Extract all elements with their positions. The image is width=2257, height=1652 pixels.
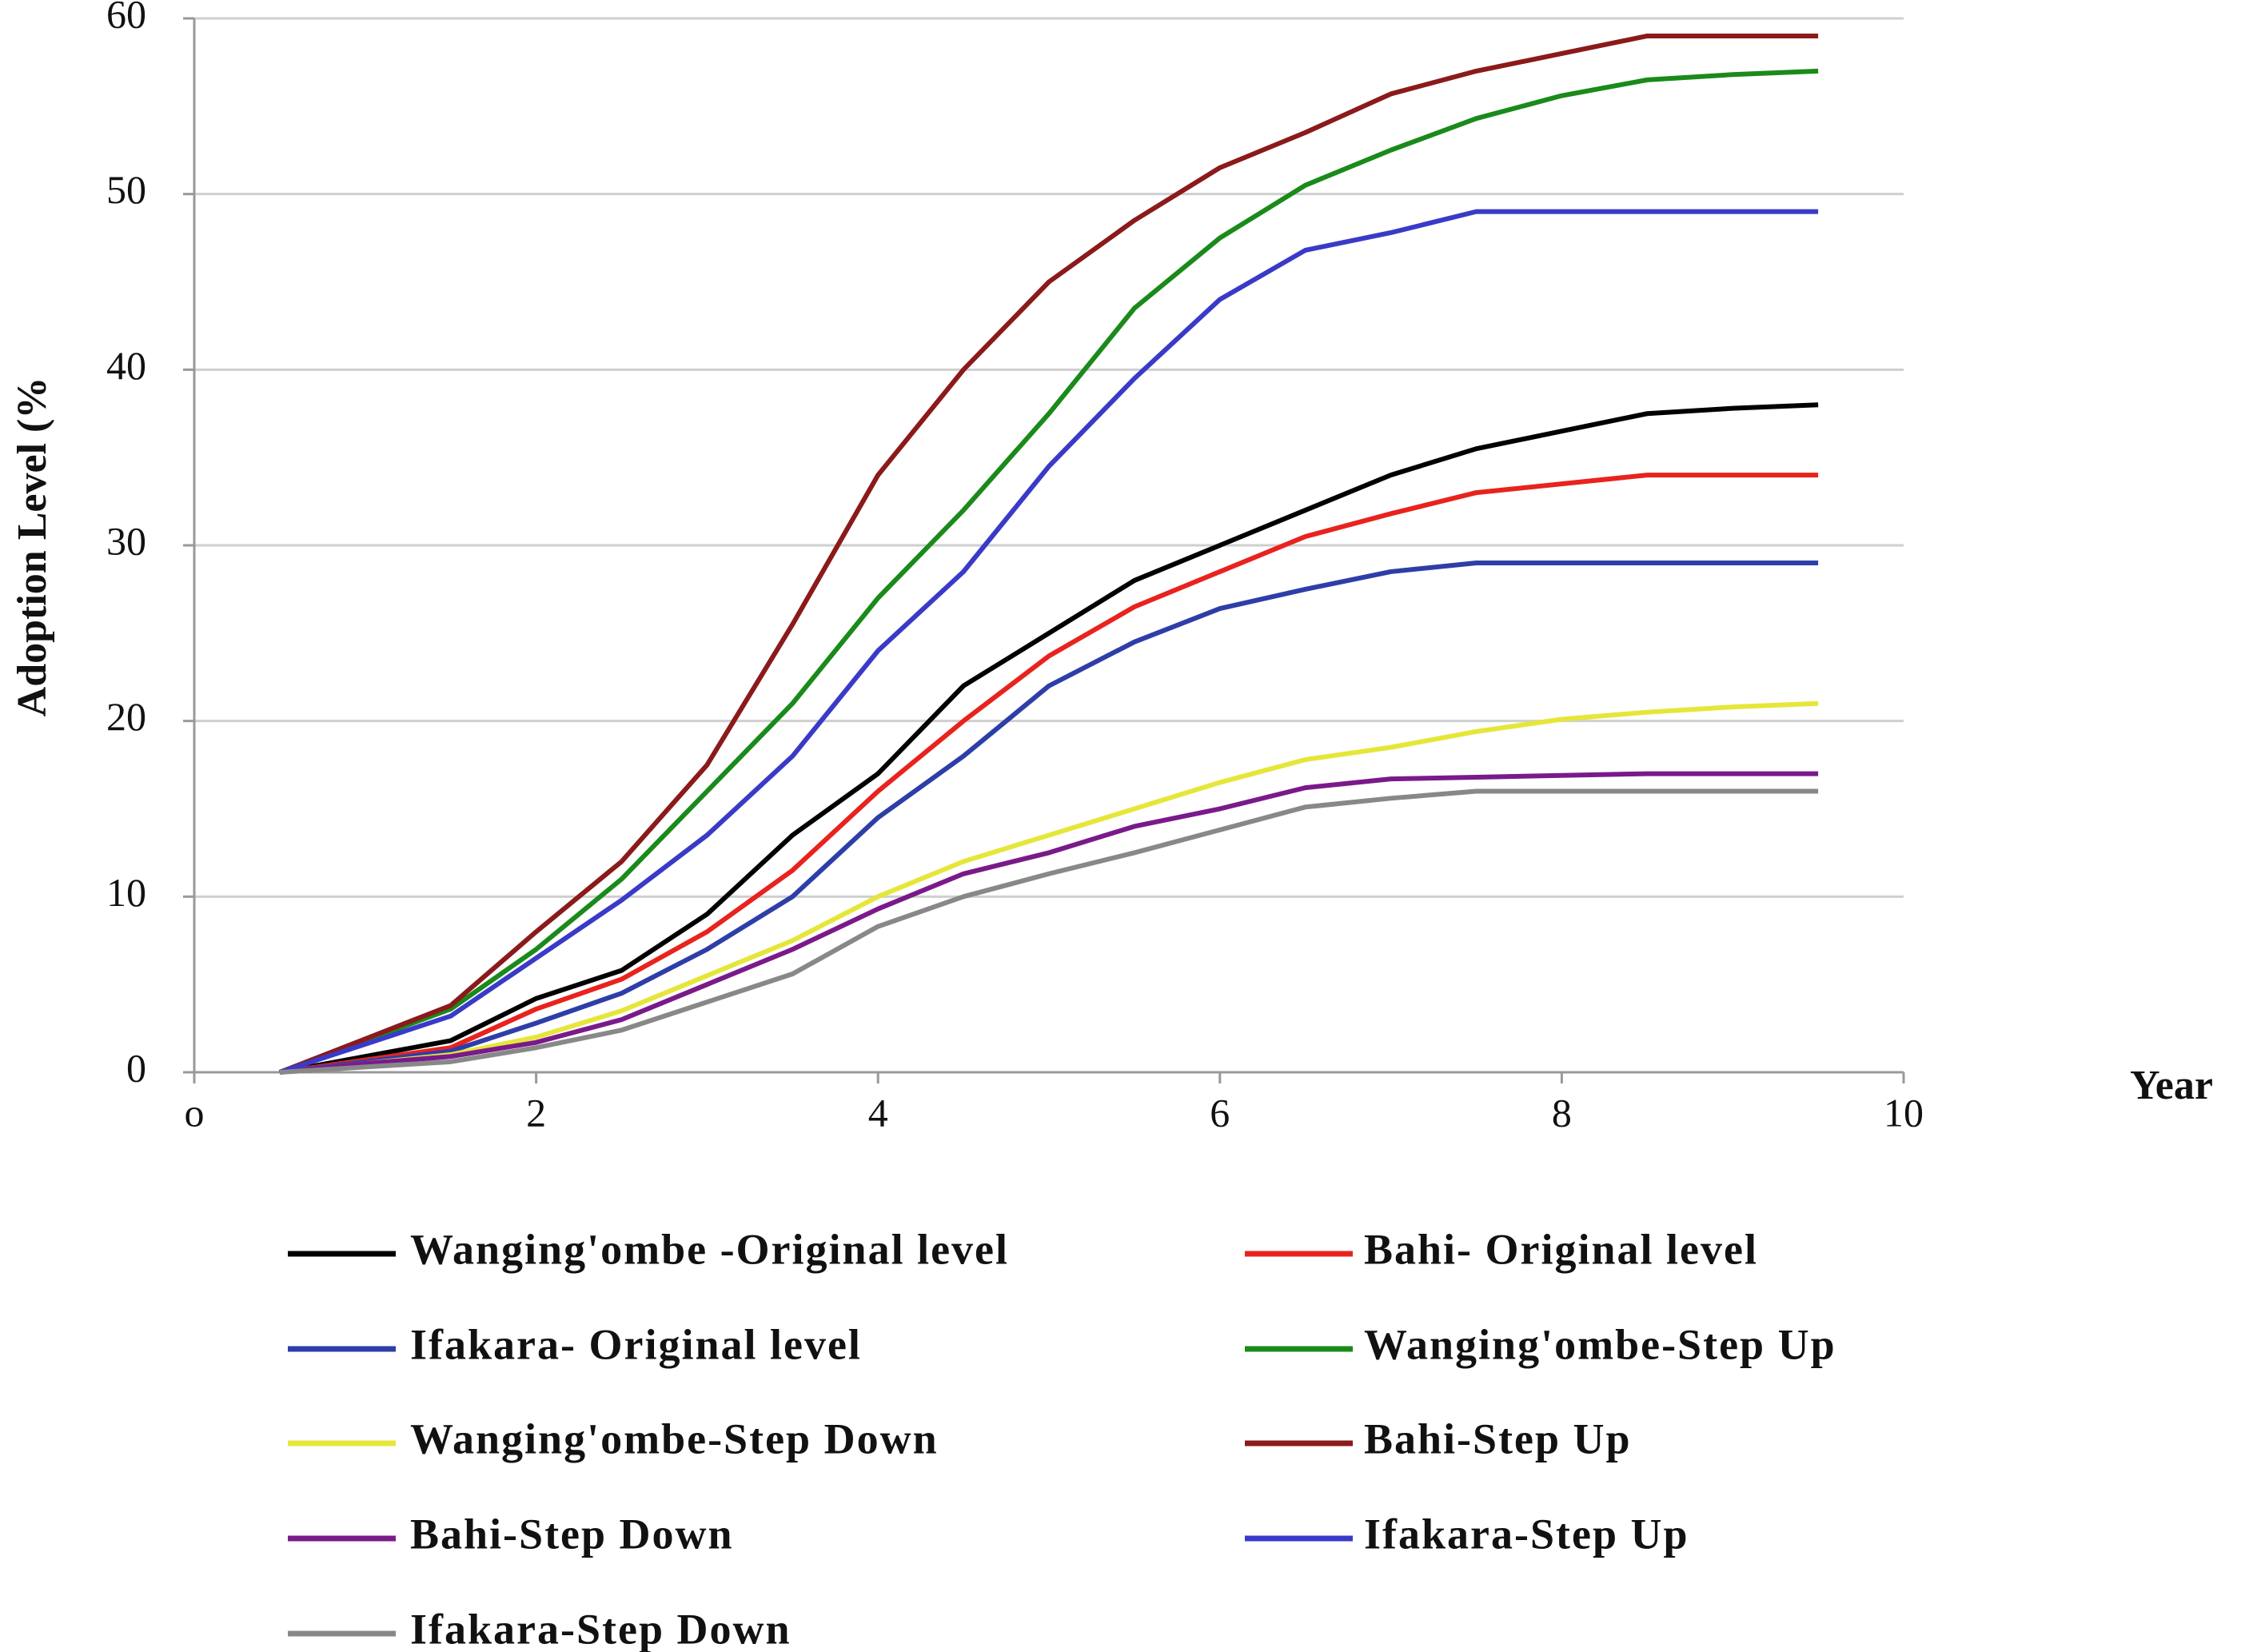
legend-label: Bahi-Step Down xyxy=(410,1510,734,1558)
legend-label: Wanging'ombe-Step Up xyxy=(1364,1320,1836,1368)
legend-label: Wanging'ombe-Step Down xyxy=(410,1415,939,1462)
series-line xyxy=(278,209,1819,1075)
legend-label: Ifakara-Step Down xyxy=(410,1605,792,1652)
legend-label: Bahi-Step Up xyxy=(1364,1415,1632,1462)
x-tick-label: o xyxy=(185,1090,205,1135)
x-tick-label: 10 xyxy=(1884,1090,1924,1135)
legend-label: Wanging'ombe -Original level xyxy=(410,1225,1009,1273)
series-line xyxy=(278,33,1819,1075)
series-line xyxy=(279,560,1819,1075)
series-line xyxy=(279,473,1819,1075)
legend-label: Ifakara- Original level xyxy=(410,1320,862,1368)
x-tick-label: 2 xyxy=(526,1090,546,1135)
y-tick-label: 10 xyxy=(106,870,146,915)
series-line xyxy=(278,68,1819,1075)
y-tick-label: 0 xyxy=(126,1045,146,1090)
legend-label: Ifakara-Step Up xyxy=(1364,1510,1689,1558)
x-tick-label: 6 xyxy=(1210,1090,1230,1135)
series-line xyxy=(279,788,1819,1075)
x-tick-label: 8 xyxy=(1552,1090,1572,1135)
y-tick-label: 60 xyxy=(106,0,146,36)
legend-label: Bahi- Original level xyxy=(1364,1225,1758,1273)
x-axis-title: Year xyxy=(2130,1063,2213,1108)
x-tick-label: 4 xyxy=(868,1090,888,1135)
series-line xyxy=(279,771,1819,1075)
series-line xyxy=(279,402,1819,1075)
y-tick-label: 30 xyxy=(106,518,146,563)
y-tick-label: 50 xyxy=(106,167,146,212)
y-axis-title: Adoption Level (% xyxy=(10,377,55,717)
series-line xyxy=(279,700,1819,1075)
y-tick-label: 20 xyxy=(106,694,146,739)
y-tick-label: 40 xyxy=(106,343,146,388)
